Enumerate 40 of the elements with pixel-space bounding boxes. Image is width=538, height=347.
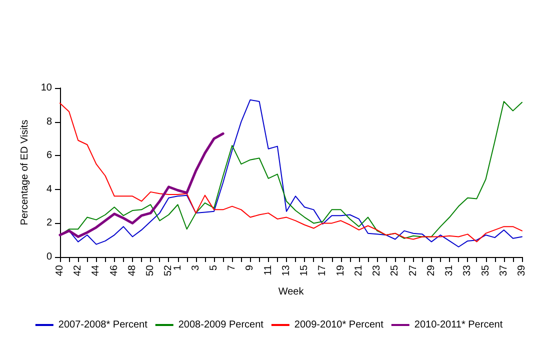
x-tick-label: 11 — [262, 264, 274, 276]
x-tick-label: 29 — [426, 264, 437, 276]
x-tick-label: 52 — [163, 264, 174, 276]
x-tick-label: 42 — [72, 264, 84, 276]
x-tick-label: 39 — [516, 264, 528, 276]
x-tick-label: 27 — [408, 264, 419, 276]
x-tick-label: 9 — [244, 264, 256, 271]
x-tick-label: 40 — [54, 264, 66, 276]
x-tick-label: 21 — [353, 264, 364, 276]
x-axis-title: Week — [278, 286, 305, 298]
y-tick-label: 0 — [46, 252, 52, 262]
x-tick-label: 31 — [444, 264, 456, 276]
x-tick-label: 37 — [498, 264, 510, 276]
legend-label: 2009-2010* Percent — [294, 320, 384, 330]
y-tick-label: 8 — [46, 116, 52, 128]
y-tick-label: 6 — [46, 150, 52, 162]
legend-label: 2008-2009 Percent — [178, 320, 264, 330]
x-tick-label: 46 — [108, 264, 120, 276]
x-tick-label: 15 — [299, 264, 310, 276]
x-tick-label: 33 — [462, 264, 474, 276]
y-tick-label: 10 — [40, 82, 52, 94]
x-tick-label: 50 — [145, 264, 156, 276]
x-tick-label: 13 — [280, 264, 292, 276]
x-tick-label: 25 — [390, 264, 401, 276]
y-axis-title: Percentage of ED Visits — [19, 120, 30, 226]
x-tick-label: 5 — [208, 264, 220, 271]
legend-label: 2007-2008* Percent — [58, 320, 148, 330]
x-tick-label: 23 — [372, 264, 383, 276]
x-tick-label: 3 — [190, 264, 202, 271]
x-tick-label: 1 — [172, 264, 184, 271]
x-tick-label: 44 — [90, 264, 102, 276]
y-tick-label: 4 — [46, 184, 52, 195]
x-tick-label: 48 — [126, 264, 138, 276]
x-tick-label: 19 — [335, 264, 346, 276]
x-tick-label: 17 — [317, 264, 328, 276]
x-tick-label: 7 — [226, 264, 238, 271]
x-tick-label: 35 — [480, 264, 492, 276]
line-series — [58, 132, 224, 238]
y-tick-label: 2 — [46, 218, 52, 229]
legend-label: 2010-2011* Percent — [414, 320, 503, 330]
